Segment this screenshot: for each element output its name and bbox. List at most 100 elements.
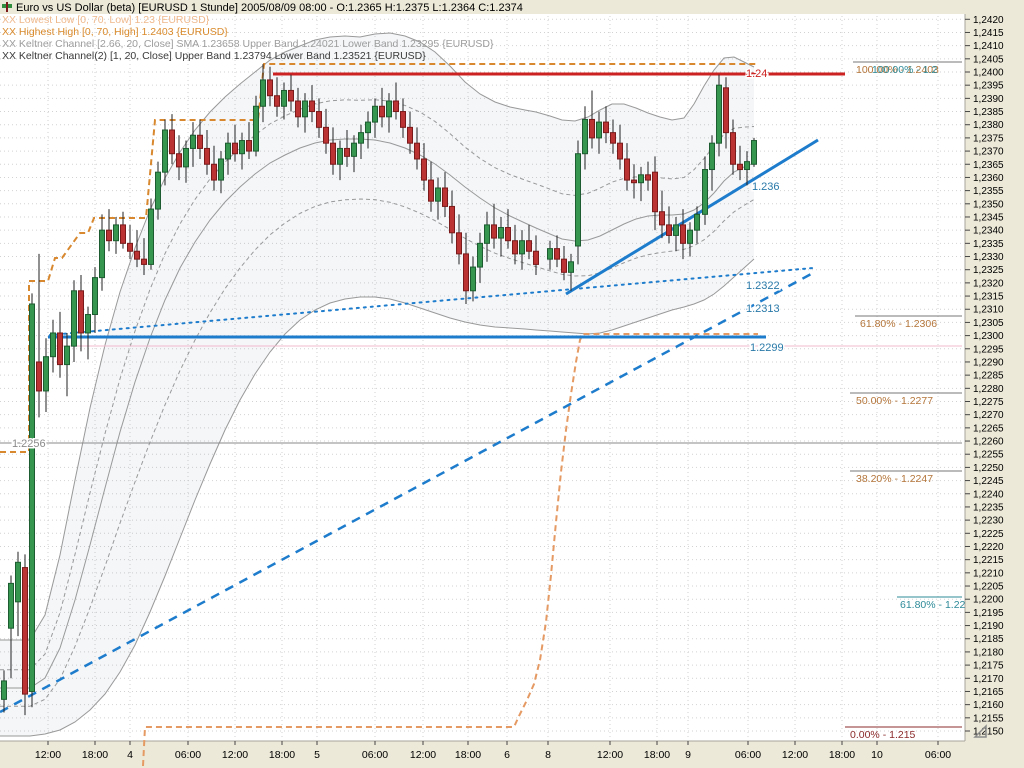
candle [372, 98, 378, 138]
y-axis-label: 1,2405 [973, 54, 1004, 65]
red-level-label: 1.24 [746, 68, 767, 80]
fib-a-label: 61.80% - 1.2306 [860, 318, 937, 330]
candle [127, 224, 133, 260]
y-axis-label: 1,2250 [973, 463, 1004, 474]
candle [120, 211, 126, 249]
candle [603, 106, 609, 144]
candle [442, 172, 448, 217]
x-axis-label: 18:00 [455, 749, 481, 761]
overlay-lines [0, 63, 962, 767]
candle [1, 670, 7, 713]
fib-b-label: 61.80% - 1.22 [900, 599, 966, 611]
fib-a-label: 38.20% - 1.2247 [856, 473, 933, 485]
blue-dotted-trendline [49, 267, 814, 336]
candle [134, 230, 140, 268]
dotted-line-label: 1.2322 [746, 280, 780, 292]
y-axis-label: 1,2360 [973, 173, 1004, 184]
y-axis-label: 1,2350 [973, 199, 1004, 210]
candle [421, 143, 427, 191]
candle [730, 119, 736, 175]
y-axis-label: 1,2330 [973, 252, 1004, 263]
candle [456, 214, 462, 265]
y-axis-label: 1,2190 [973, 621, 1004, 632]
y-axis-label: 1,2335 [973, 239, 1004, 250]
y-axis-label: 1,2220 [973, 542, 1004, 553]
candle [260, 64, 266, 123]
y-axis-label: 1,2245 [973, 476, 1004, 487]
y-axis-label: 1,2210 [973, 568, 1004, 579]
candle [85, 306, 91, 360]
y-axis-label: 1,2230 [973, 516, 1004, 527]
candle [687, 222, 693, 257]
candle [575, 140, 581, 265]
x-axis-label: 06:00 [362, 749, 388, 761]
x-axis-label: 18:00 [82, 749, 108, 761]
y-axis-label: 1,2320 [973, 278, 1004, 289]
fib-a-label: 100.00% - 1.2403 [856, 64, 939, 76]
y-axis-label: 1,2410 [973, 41, 1004, 52]
y-axis-label: 1,2375 [973, 133, 1004, 144]
y-axis-label: 1,2160 [973, 700, 1004, 711]
y-axis-label: 1,2420 [973, 15, 1004, 26]
candle [449, 190, 455, 244]
y-axis-label: 1,2380 [973, 120, 1004, 131]
candle [652, 156, 658, 231]
highest-high-line [0, 63, 758, 453]
candle [316, 98, 322, 138]
y-axis-label: 1,2180 [973, 647, 1004, 658]
candle [64, 332, 70, 397]
candle [631, 164, 637, 199]
y-axis-label: 1,2340 [973, 226, 1004, 237]
y-axis-label: 1,2345 [973, 212, 1004, 223]
candle [624, 143, 630, 191]
candle [246, 122, 252, 159]
candle [463, 232, 469, 304]
y-axis-label: 1,2255 [973, 450, 1004, 461]
candle [211, 145, 217, 191]
candle [737, 145, 743, 181]
candle [309, 85, 315, 123]
candle [414, 127, 420, 170]
fib-b-label: 100.00% - 1.2 [872, 64, 938, 76]
y-axis-label: 1,2395 [973, 81, 1004, 92]
x-axis-label: 4 [127, 749, 133, 761]
candle [470, 256, 476, 302]
y-axis-label: 1,2390 [973, 94, 1004, 105]
candle [365, 111, 371, 149]
y-axis-label: 1,2370 [973, 147, 1004, 158]
resize-handle[interactable] [973, 724, 987, 738]
y-axis-label: 1,2275 [973, 397, 1004, 408]
candle [680, 209, 686, 260]
candle [505, 209, 511, 249]
x-axis-label: 06:00 [175, 749, 201, 761]
x-axis-label: 18:00 [269, 749, 295, 761]
candle [197, 119, 203, 159]
candle [267, 66, 273, 107]
y-axis-label: 1,2150 [973, 727, 1004, 738]
candle [162, 119, 168, 186]
y-axis-label: 1,2170 [973, 674, 1004, 685]
lowest-low-line [142, 333, 758, 767]
candle [351, 135, 357, 173]
keltner2-lower-band [0, 198, 755, 707]
candle [673, 216, 679, 252]
x-axis-label: 12:00 [222, 749, 248, 761]
trendline-label: 1.236 [752, 181, 780, 193]
candle [29, 293, 35, 708]
x-axis-label: 12:00 [35, 749, 61, 761]
candle [596, 111, 602, 154]
x-axis-label: 5 [314, 749, 320, 761]
candle [638, 166, 644, 202]
candle [274, 77, 280, 117]
candle [610, 119, 616, 154]
candle [589, 90, 595, 149]
candle [407, 111, 413, 154]
candle [435, 177, 441, 220]
y-axis-label: 1,2280 [973, 384, 1004, 395]
candle [645, 161, 651, 191]
y-axis-label: 1,2205 [973, 582, 1004, 593]
candle [15, 551, 21, 637]
candle [617, 124, 623, 170]
